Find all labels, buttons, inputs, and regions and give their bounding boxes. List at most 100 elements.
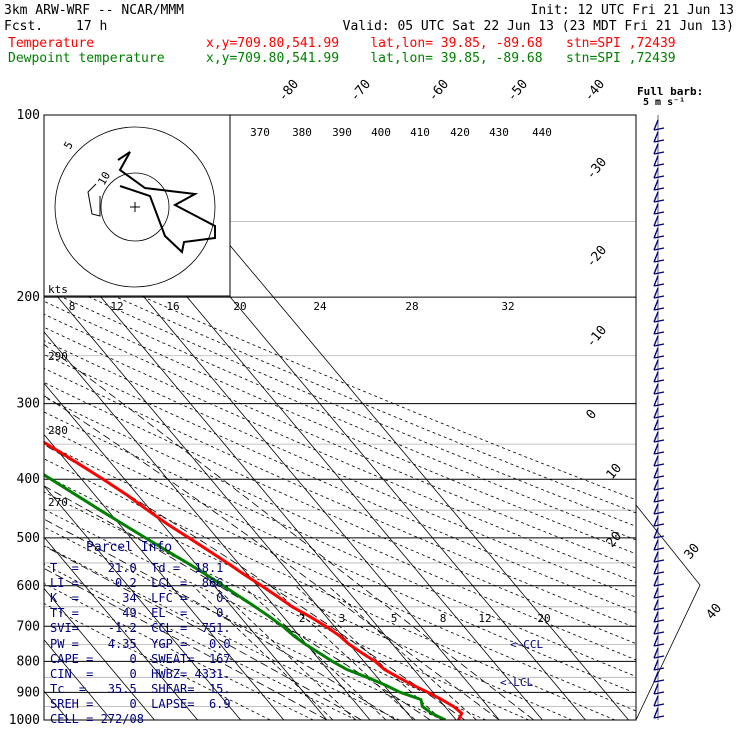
hodograph-trace [117, 151, 216, 254]
isotherm-label: -70 [348, 77, 375, 105]
dewpoint-legend: Dewpoint temperature [8, 51, 165, 66]
theta-label: 390 [332, 126, 352, 139]
parcel-info-row: SREH = 0 LAPSE= 6.9 [50, 696, 231, 711]
hodograph-speed-label: 20 [233, 300, 246, 313]
mixing-ratio-line [242, 585, 387, 720]
pressure-tick-label: 300 [17, 397, 40, 412]
init-time: Init: 12 UTC Fri 21 Jun 13 [530, 3, 735, 18]
isotherm-label: -80 [276, 77, 303, 105]
mixing-ratio-label: 3 [339, 612, 346, 625]
hodograph-speed-label: 8 [69, 300, 76, 313]
wind-barb [653, 671, 659, 683]
wind-barb [653, 407, 659, 419]
hodograph-ring [100, 172, 170, 242]
mixing-ratio-line [214, 585, 357, 720]
wind-barb-flag [653, 163, 665, 167]
wind-barb [653, 635, 659, 647]
wind-barb-flag [653, 415, 665, 419]
wind-barb-flag [653, 175, 665, 179]
pressure-tick-label: 700 [17, 619, 40, 634]
dry-adiabat [44, 458, 616, 720]
wind-barb-flag [653, 667, 665, 671]
dry-adiabat [44, 353, 636, 613]
isotherm-line [44, 485, 242, 720]
isotherm-line [44, 587, 155, 720]
wind-barb [653, 383, 659, 395]
wind-barb-flag [653, 403, 665, 407]
mixing-ratio-label: 5 [391, 612, 398, 625]
wind-barb [653, 191, 659, 203]
hodograph-speed-label: 16 [166, 300, 179, 313]
isotherm-label: 40 [704, 601, 726, 623]
wind-barb [653, 323, 659, 335]
mixing-ratio-line [192, 585, 334, 720]
isotherm-label: -20 [584, 243, 611, 271]
wind-barb [653, 239, 659, 251]
wind-barb-flag [653, 223, 665, 227]
theta-label: 370 [250, 126, 270, 139]
wind-barb-flag [653, 475, 665, 479]
theta-label: 410 [410, 126, 430, 139]
dry-adiabat [44, 313, 636, 569]
wind-barb [653, 119, 659, 131]
wind-barb-flag [653, 571, 665, 575]
dry-adiabat-label: 280 [48, 424, 68, 437]
hodograph-ring-label: 10 [95, 170, 113, 188]
temperature-profile [44, 440, 464, 720]
wind-barb-flag [653, 559, 665, 563]
pressure-tick-label: 900 [17, 685, 40, 700]
wind-barb [653, 251, 659, 263]
moist-adiabat [44, 545, 362, 720]
wind-barb-flag [653, 643, 665, 647]
wind-barb-flag [653, 607, 665, 611]
isotherm-label: -60 [426, 77, 453, 105]
dry-adiabat-label: 290 [48, 350, 68, 363]
moist-adiabat [44, 444, 466, 720]
wind-barb-flag [653, 463, 665, 467]
dry-adiabat [44, 275, 636, 527]
wind-barb [653, 527, 659, 539]
wind-barb-flag [653, 595, 665, 599]
moist-adiabat [44, 567, 328, 720]
wind-barb-flag [653, 127, 665, 131]
barb-legend-value: 5 m s⁻¹ [643, 97, 685, 108]
wind-barb-flag [653, 427, 665, 431]
isotherm-label: -30 [584, 155, 611, 183]
isotherm-label: 20 [604, 529, 626, 551]
parcel-info-row: K = 34 LFC = 0. [50, 591, 231, 606]
wind-barb-flag [653, 259, 665, 263]
wind-barb-flag [653, 439, 665, 443]
wind-barb-flag [653, 307, 665, 311]
wind-barb [653, 707, 659, 719]
hodograph-box [43, 114, 231, 297]
dry-adiabat [44, 288, 636, 541]
wind-barb [653, 455, 659, 467]
fcst-label: Fcst. [4, 19, 44, 34]
theta-label: 420 [450, 126, 470, 139]
wind-barb-flag [653, 343, 665, 347]
wind-barb [653, 299, 659, 311]
wind-barb [653, 179, 659, 191]
wind-barb-flag [653, 691, 665, 695]
wind-barb-flag [653, 355, 665, 359]
wind-barb [653, 563, 659, 575]
wind-barb-flag [653, 271, 665, 275]
wind-barb [653, 587, 659, 599]
mixing-ratio-label: 8 [440, 612, 447, 625]
dry-adiabat [44, 563, 357, 720]
temperature-legend: Temperature [8, 36, 95, 51]
wind-barb [653, 623, 659, 635]
dry-adiabat-label: 270 [48, 496, 68, 509]
wind-barb [653, 131, 659, 143]
pressure-tick-label: 600 [17, 579, 40, 594]
wind-barb [653, 203, 659, 215]
moist-adiabat [44, 343, 535, 720]
theta-label: 430 [489, 126, 509, 139]
wind-barb-flag [653, 391, 665, 395]
isotherm-line [44, 331, 371, 720]
isotherm-label: -50 [505, 77, 532, 105]
parcel-info-row: PW = 4.35 YGP = 0.0 [50, 636, 231, 651]
wind-barb-flag [653, 487, 665, 491]
theta-label: 440 [532, 126, 552, 139]
hodograph-speed-label: 24 [313, 300, 327, 313]
